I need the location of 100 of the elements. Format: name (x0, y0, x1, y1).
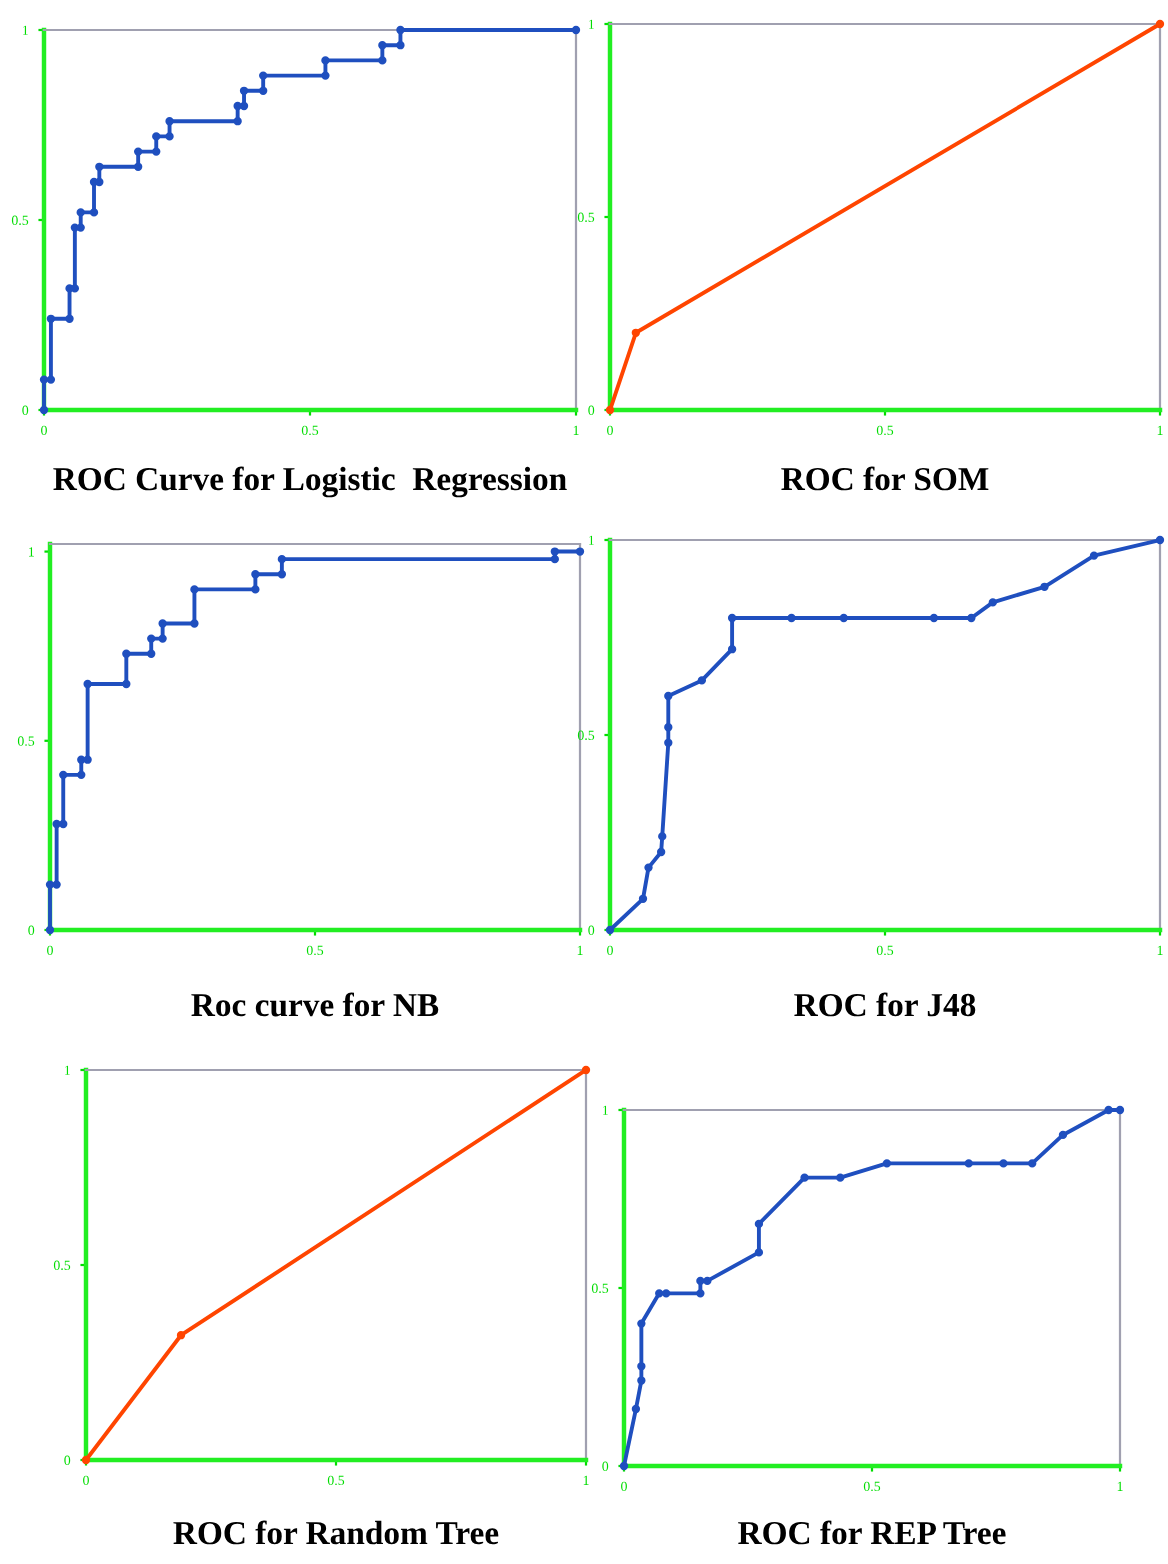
point (656, 847, 666, 857)
point (158, 619, 167, 628)
point (964, 1159, 973, 1168)
point (76, 208, 85, 217)
point (321, 56, 330, 65)
point (39, 405, 49, 415)
point (605, 405, 615, 415)
point (165, 132, 174, 141)
point (59, 819, 68, 829)
point (638, 894, 648, 903)
text: ROC for SOM (781, 466, 989, 491)
point (637, 1376, 646, 1385)
point (664, 738, 673, 747)
point (158, 634, 167, 643)
point (122, 649, 131, 658)
point (165, 117, 174, 126)
point (550, 554, 559, 564)
point (1040, 582, 1049, 591)
point (658, 832, 667, 841)
point (664, 723, 673, 732)
point (233, 117, 242, 126)
point (83, 755, 92, 764)
point (378, 41, 387, 50)
point (1104, 1105, 1113, 1115)
point (637, 1362, 646, 1371)
point (836, 1173, 845, 1182)
point (800, 1173, 809, 1182)
text: Roc curve for NB (191, 992, 439, 1017)
point (89, 208, 99, 217)
point (1058, 1130, 1068, 1140)
point (239, 101, 249, 111)
point (619, 1461, 629, 1471)
point (378, 56, 387, 65)
text: ROC for Random Tree (173, 1520, 499, 1545)
point (46, 375, 56, 384)
point (696, 1276, 705, 1286)
point (999, 1159, 1008, 1168)
point (134, 147, 143, 156)
point (1028, 1159, 1037, 1168)
point (581, 1065, 591, 1075)
point (1155, 535, 1165, 545)
point (787, 613, 796, 623)
point (239, 86, 249, 95)
point (396, 25, 405, 35)
point (1115, 1105, 1125, 1115)
point (277, 554, 287, 564)
point (190, 585, 199, 594)
point (39, 375, 49, 384)
point (134, 162, 143, 171)
point (697, 676, 707, 685)
point (45, 880, 55, 889)
point (967, 613, 976, 623)
point (1155, 19, 1165, 29)
point (575, 547, 585, 556)
point (644, 863, 653, 872)
text: ROC for J48 (794, 992, 976, 1017)
point (147, 634, 156, 643)
point (754, 1219, 764, 1229)
point (637, 1319, 646, 1328)
point (152, 147, 161, 156)
point (122, 679, 131, 689)
point (277, 570, 287, 579)
point (727, 645, 737, 654)
point (83, 679, 92, 689)
point (929, 613, 939, 623)
point (95, 162, 104, 171)
point (233, 101, 242, 111)
point (631, 328, 641, 337)
point (77, 755, 86, 764)
point (251, 585, 260, 594)
text: ROC for REP Tree (738, 1520, 1006, 1545)
point (321, 71, 330, 80)
point (152, 132, 161, 141)
point (664, 691, 673, 701)
point (77, 770, 86, 780)
point (147, 649, 156, 658)
point (95, 177, 104, 187)
point (631, 1404, 641, 1414)
point (988, 598, 997, 607)
point (59, 770, 68, 780)
point (661, 1289, 671, 1298)
point (52, 880, 61, 889)
text: ROC Curve for Logistic Regression (53, 466, 567, 498)
point (81, 1455, 91, 1465)
point (46, 314, 56, 323)
point (882, 1159, 892, 1168)
point (190, 619, 199, 628)
point (754, 1248, 764, 1257)
point (259, 86, 268, 95)
point (550, 547, 559, 556)
point (65, 314, 74, 323)
point (655, 1289, 664, 1298)
point (727, 613, 737, 623)
point (259, 71, 268, 80)
point (1089, 551, 1099, 560)
point (605, 925, 615, 935)
point (45, 925, 55, 935)
point (76, 223, 85, 232)
point (696, 1289, 705, 1298)
point (703, 1276, 712, 1286)
